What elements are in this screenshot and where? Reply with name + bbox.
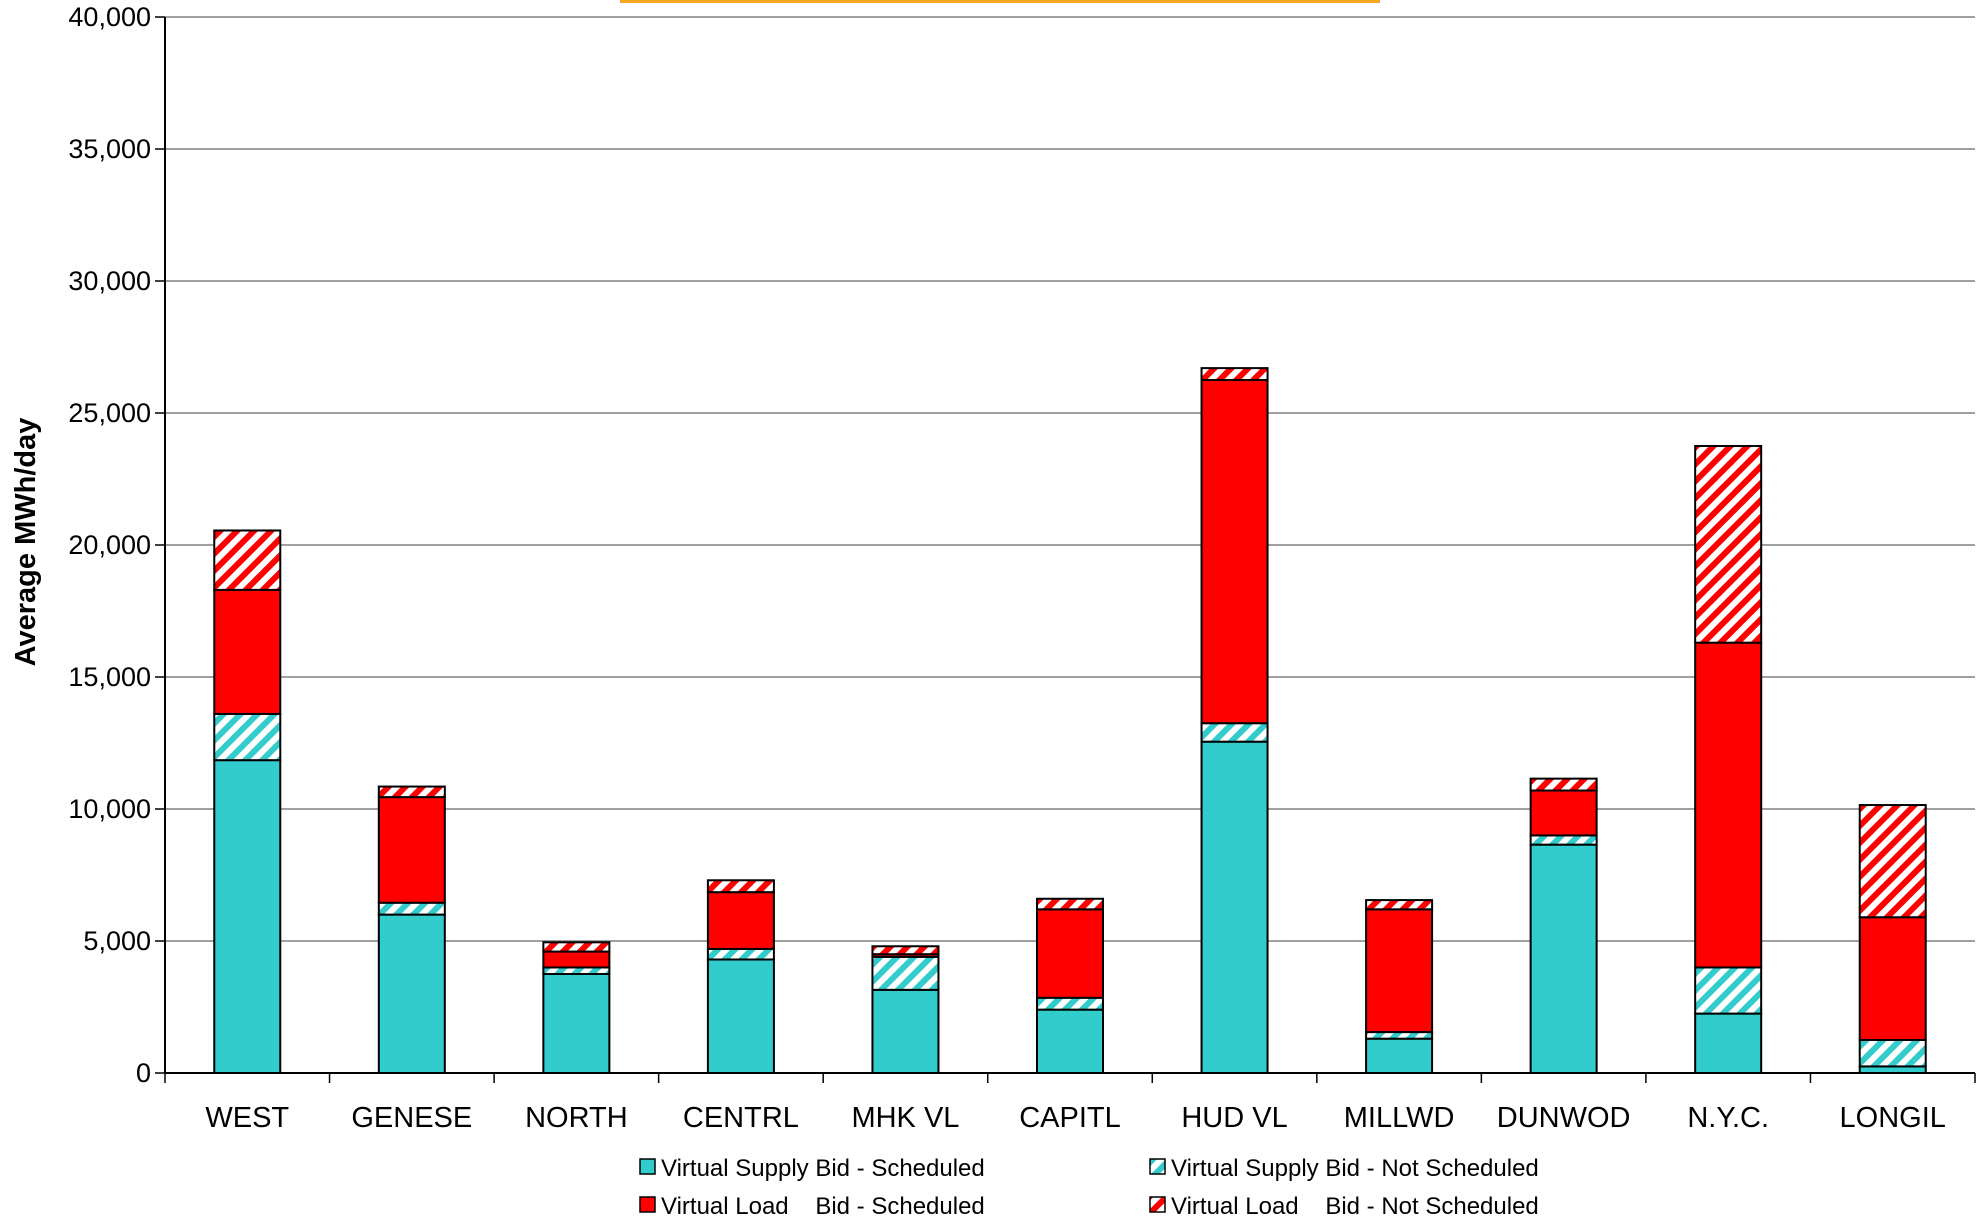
x-category-label: HUD VL — [1181, 1102, 1287, 1134]
bar-segment-3 — [542, 950, 611, 969]
bar-segment-2 — [1858, 1039, 1927, 1068]
bar-segment-1 — [706, 958, 775, 1074]
bar-stack — [1529, 777, 1598, 1075]
legend-label: Virtual Supply Bid - Scheduled — [661, 1155, 985, 1182]
y-tick-label: 30,000 — [68, 266, 151, 296]
x-category-label: CENTRL — [683, 1102, 799, 1134]
bar-stack — [706, 879, 775, 1074]
y-tick-label: 15,000 — [68, 662, 151, 692]
x-axis-labels: WEST GENESE NORTH CENTRL MHK VL CAPITL HUD VL M… — [205, 1102, 1946, 1134]
bar-stack — [1694, 445, 1763, 1074]
bar-segment-2 — [1200, 722, 1269, 743]
bar-segment-2 — [706, 947, 775, 961]
y-tick-label: 25,000 — [68, 398, 151, 428]
bar-segment-4 — [1858, 804, 1927, 919]
legend-label: Virtual Supply Bid - Not Scheduled — [1171, 1155, 1539, 1182]
bar-stack — [1365, 899, 1434, 1075]
bar-segment-4 — [377, 785, 446, 799]
legend: Virtual Supply Bid - Scheduled Virtual Su… — [639, 1155, 1539, 1220]
x-category-label: MILLWD — [1344, 1102, 1455, 1134]
bar-segment-1 — [1365, 1037, 1434, 1075]
bar-segment-1 — [1529, 843, 1598, 1075]
x-category-label: DUNWOD — [1497, 1102, 1631, 1134]
y-tick-label: 5,000 — [83, 926, 151, 956]
bar-segment-2 — [213, 712, 282, 762]
y-tick-label: 35,000 — [68, 134, 151, 164]
bar-segment-3 — [1529, 789, 1598, 837]
y-tick-label: 40,000 — [68, 2, 151, 32]
bar-stack — [871, 945, 940, 1075]
bar-segment-3 — [1694, 641, 1763, 969]
bar-segment-4 — [706, 879, 775, 894]
bar-segment-1 — [1036, 1008, 1104, 1075]
x-category-label: CAPITL — [1019, 1102, 1121, 1134]
bar-segment-1 — [1200, 740, 1269, 1074]
gridlines — [165, 16, 1975, 942]
bar-segment-1 — [377, 913, 446, 1074]
y-tick-label: 10,000 — [68, 794, 151, 824]
bar-stack — [542, 941, 611, 1074]
bar-segment-2 — [1036, 996, 1104, 1011]
y-axis-title: Average MWh/day — [10, 418, 42, 667]
legend-swatch — [1149, 1158, 1166, 1175]
bar-stack — [213, 529, 282, 1074]
x-category-label: WEST — [205, 1102, 289, 1134]
x-category-label: MHK VL — [851, 1102, 959, 1134]
bar-segment-3 — [1365, 908, 1434, 1034]
bar-stack — [377, 785, 446, 1074]
bar-segment-3 — [706, 891, 775, 950]
y-tick-label: 0 — [136, 1058, 151, 1088]
x-category-label: LONGIL — [1840, 1102, 1946, 1134]
bar-segment-2 — [1529, 834, 1598, 846]
legend-swatch — [639, 1158, 656, 1175]
bar-segment-4 — [1036, 897, 1104, 911]
x-category-label: NORTH — [525, 1102, 628, 1134]
bar-stack — [1036, 897, 1104, 1075]
legend-label: Virtual Load Bid - Not Scheduled — [1171, 1193, 1539, 1220]
title-band — [620, 0, 1380, 3]
bar-segment-1 — [1694, 1012, 1763, 1074]
bar-stack — [1200, 367, 1269, 1074]
bar-segment-4 — [213, 529, 282, 591]
bar-segment-3 — [1200, 379, 1269, 725]
bar-segment-3 — [1036, 908, 1104, 999]
bar-segment-1 — [213, 759, 282, 1074]
legend-swatch — [639, 1196, 656, 1213]
axes — [164, 17, 1976, 1083]
legend-swatch — [1149, 1196, 1166, 1213]
legend-label: Virtual Load Bid - Scheduled — [661, 1193, 985, 1220]
bar-segment-3 — [1858, 916, 1927, 1041]
bar-segment-2 — [377, 901, 446, 916]
bar-stack — [1858, 804, 1927, 1075]
y-tick-label: 20,000 — [68, 530, 151, 560]
x-category-label: GENESE — [351, 1102, 472, 1134]
bar-segment-2 — [871, 955, 940, 991]
bar-segment-2 — [1694, 966, 1763, 1015]
bars — [213, 367, 1927, 1075]
bar-segment-4 — [1694, 445, 1763, 644]
bar-segment-4 — [871, 945, 940, 956]
x-category-label: N.Y.C. — [1687, 1102, 1769, 1134]
bar-segment-3 — [213, 588, 282, 715]
bar-segment-4 — [1200, 367, 1269, 381]
bar-segment-4 — [1529, 777, 1598, 792]
bar-segment-3 — [377, 796, 446, 904]
bar-segment-4 — [1365, 899, 1434, 911]
bar-segment-1 — [542, 973, 611, 1074]
bar-segment-1 — [871, 988, 940, 1075]
y-axis-ticks: 0 5,000 10,000 15,000 20,000 25,000 30,000 35,0… — [68, 2, 165, 1088]
bar-segment-4 — [542, 941, 611, 953]
